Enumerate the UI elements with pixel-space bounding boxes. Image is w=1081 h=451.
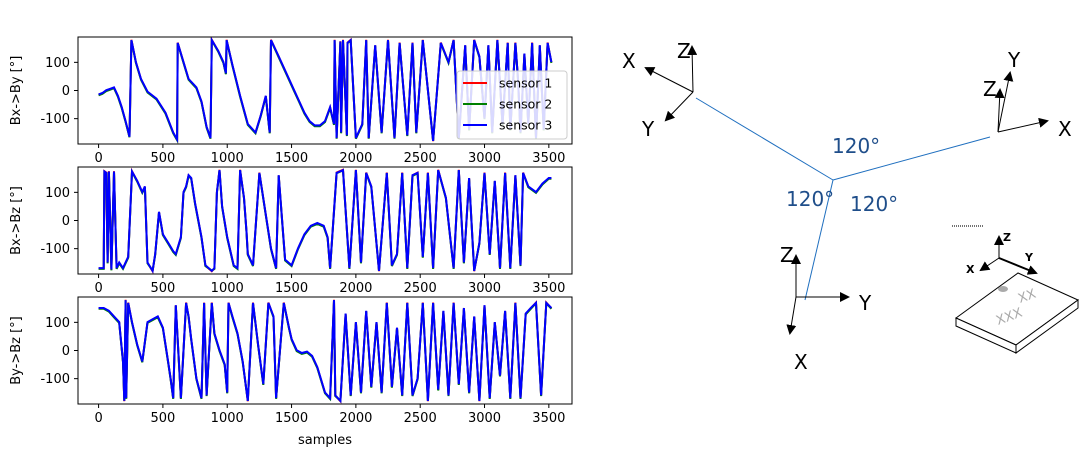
- frame1-y-label: Y: [641, 117, 655, 141]
- frame1-x-label: X: [622, 49, 636, 73]
- y-axis-label: Bx->By [°]: [9, 56, 24, 126]
- x-tick-label: 0: [94, 281, 102, 296]
- panel-3: 0 500 1000 1500 2000 2500 3000 35001000-100By->…: [9, 296, 573, 448]
- chip-y-label: Y: [1024, 251, 1034, 264]
- y-tick-label: -100: [40, 242, 70, 257]
- x-tick-label: 2500: [404, 411, 437, 426]
- legend-label-1: sensor 1: [499, 76, 552, 91]
- x-tick-label: 500: [150, 151, 175, 166]
- panel-1: 0 500 1000 1500 2000 2500 3000 35001000-100Bx->…: [9, 36, 573, 166]
- frame2-x-label: X: [1058, 117, 1072, 141]
- legend-box: [456, 70, 568, 140]
- x-tick-label: 3000: [468, 151, 501, 166]
- chip-z-label: Z: [1003, 231, 1011, 244]
- x-tick-label: 3000: [468, 411, 501, 426]
- y-tick-label: 100: [45, 56, 70, 71]
- x-tick-label: 1000: [211, 411, 244, 426]
- frame3-z-label: Z: [780, 243, 794, 267]
- x-tick-label: 3500: [532, 151, 565, 166]
- x-tick-label: 2000: [339, 411, 372, 426]
- panel-2: 0 500 1000 1500 2000 2500 3000 35001000-100Bx->…: [9, 166, 573, 296]
- series-line-3: [98, 167, 552, 274]
- x-tick-label: 1500: [275, 411, 308, 426]
- legend-label-2: sensor 2: [499, 97, 552, 112]
- series-line-3: [98, 37, 553, 144]
- frame2-y-label: Y: [1007, 48, 1021, 72]
- spoke-2: [832, 136, 991, 181]
- x-tick-label: 1000: [211, 281, 244, 296]
- y-axis-label: Bx->Bz [°]: [9, 186, 24, 255]
- x-tick-label: 2000: [339, 281, 372, 296]
- y-tick-label: 0: [62, 84, 70, 99]
- chip-marking-1: XX: [1016, 287, 1038, 307]
- x-tick-label: 3000: [468, 281, 501, 296]
- x-tick-label: 1500: [275, 281, 308, 296]
- frame1-z-label: Z: [677, 39, 691, 63]
- sensor-frame-1: X Z Y: [622, 39, 698, 141]
- x-tick-label: 2500: [404, 151, 437, 166]
- x-tick-label: 3500: [532, 281, 565, 296]
- y-tick-label: 100: [45, 316, 70, 331]
- y-tick-label: -100: [40, 372, 70, 387]
- spoke-3: [804, 179, 834, 301]
- sensor-frame-3: Z Y X: [780, 243, 872, 374]
- sensor-frame-2: X Y Z: [983, 48, 1072, 141]
- series-line-3: [98, 300, 553, 404]
- y-tick-label: 0: [62, 344, 70, 359]
- frame2-z-label: Z: [983, 77, 997, 101]
- y-tick-label: -100: [40, 112, 70, 127]
- y-axis-label: By->Bz [°]: [9, 316, 24, 385]
- chip-illustration: XX XXX Z X Y: [952, 225, 1079, 354]
- frame3-y-label: Y: [858, 291, 872, 315]
- x-tick-label: 1000: [211, 151, 244, 166]
- x-axis-label: samples: [298, 433, 352, 448]
- chip-x-label: X: [966, 263, 975, 276]
- y-tick-label: 100: [45, 186, 70, 201]
- x-tick-label: 0: [94, 151, 102, 166]
- legend: sensor 1 sensor 2 sensor 3: [456, 70, 568, 140]
- chart-area: 0 500 1000 1500 2000 2500 3000 35001000-100Bx->…: [9, 36, 573, 448]
- y-tick-label: 0: [62, 214, 70, 229]
- x-tick-label: 2500: [404, 281, 437, 296]
- x-tick-label: 0: [94, 411, 102, 426]
- x-tick-label: 500: [150, 281, 175, 296]
- spoke-1: [695, 97, 834, 181]
- legend-label-3: sensor 3: [499, 118, 552, 133]
- frame3-x-label: X: [794, 350, 808, 374]
- x-tick-label: 500: [150, 411, 175, 426]
- x-tick-label: 2000: [339, 151, 372, 166]
- sensor-orientation-diagram: 120° 120° 120° X Z Y X Y Z Z Y X: [622, 39, 1079, 374]
- angle-label-left: 120°: [786, 187, 834, 211]
- angle-label-top: 120°: [832, 134, 880, 158]
- angle-label-right: 120°: [850, 192, 898, 216]
- x-tick-label: 1500: [275, 151, 308, 166]
- x-tick-label: 3500: [532, 411, 565, 426]
